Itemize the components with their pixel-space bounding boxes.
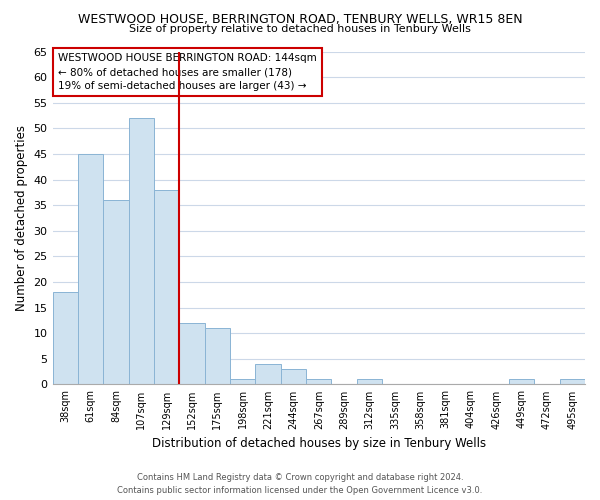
Bar — [128, 118, 154, 384]
Bar — [53, 292, 78, 384]
Bar — [103, 200, 128, 384]
Bar — [560, 380, 585, 384]
X-axis label: Distribution of detached houses by size in Tenbury Wells: Distribution of detached houses by size … — [152, 437, 486, 450]
Bar — [509, 380, 534, 384]
Text: Size of property relative to detached houses in Tenbury Wells: Size of property relative to detached ho… — [129, 24, 471, 34]
Text: WESTWOOD HOUSE, BERRINGTON ROAD, TENBURY WELLS, WR15 8EN: WESTWOOD HOUSE, BERRINGTON ROAD, TENBURY… — [77, 12, 523, 26]
Bar — [230, 380, 256, 384]
Bar — [306, 380, 331, 384]
Bar — [256, 364, 281, 384]
Bar — [205, 328, 230, 384]
Bar — [154, 190, 179, 384]
Bar — [281, 369, 306, 384]
Bar — [357, 380, 382, 384]
Bar — [78, 154, 103, 384]
Text: WESTWOOD HOUSE BERRINGTON ROAD: 144sqm
← 80% of detached houses are smaller (178: WESTWOOD HOUSE BERRINGTON ROAD: 144sqm ←… — [58, 53, 317, 91]
Text: Contains HM Land Registry data © Crown copyright and database right 2024.
Contai: Contains HM Land Registry data © Crown c… — [118, 474, 482, 495]
Y-axis label: Number of detached properties: Number of detached properties — [15, 125, 28, 311]
Bar — [179, 323, 205, 384]
